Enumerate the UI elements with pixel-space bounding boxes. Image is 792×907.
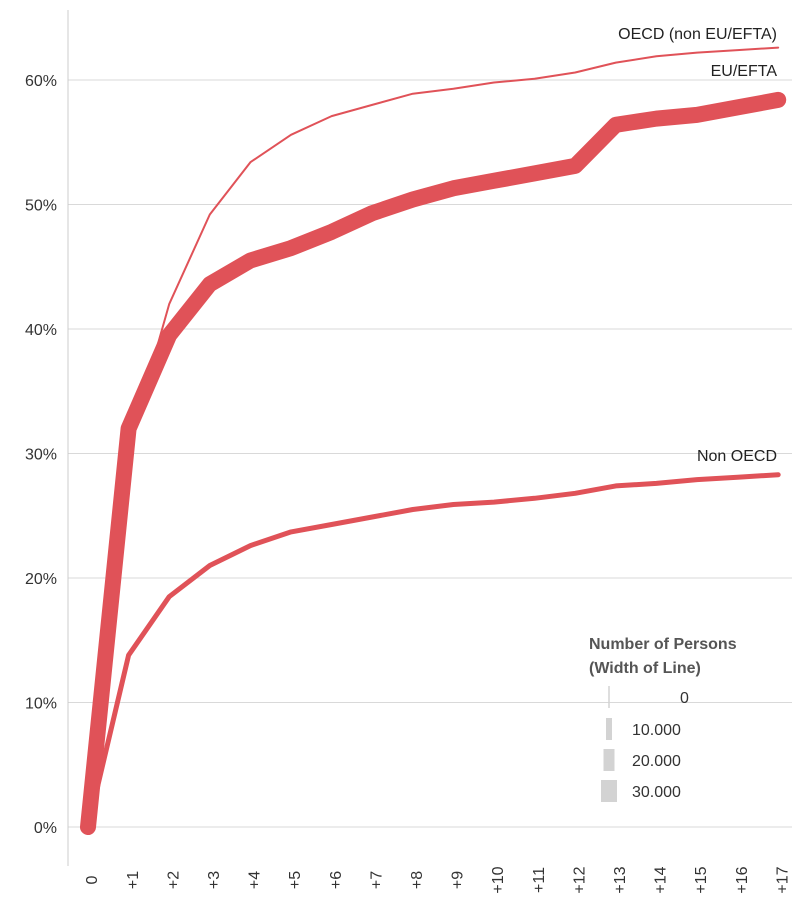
series-line-1	[80, 91, 787, 835]
legend-label: 0	[680, 690, 689, 707]
legend-label: 20.000	[632, 753, 681, 770]
data-point	[494, 502, 495, 503]
y-tick-label: 10%	[25, 696, 57, 713]
data-point	[534, 78, 535, 79]
y-tick-label: 0%	[34, 820, 57, 837]
data-point	[697, 52, 698, 53]
legend-swatch	[608, 686, 610, 708]
series-label-oecd: OECD (non EU/EFTA)	[618, 26, 777, 43]
data-point	[250, 545, 251, 546]
data-point	[615, 124, 616, 125]
data-point	[209, 565, 210, 566]
x-tick-label: +16	[734, 866, 751, 893]
y-tick-label: 50%	[25, 198, 57, 215]
data-point	[737, 477, 738, 478]
data-point	[372, 104, 373, 105]
data-point	[169, 596, 170, 597]
data-point	[453, 188, 454, 189]
gridlines	[68, 79, 792, 828]
x-tick-label: +10	[490, 866, 507, 893]
data-point	[169, 304, 170, 305]
data-point	[291, 134, 292, 135]
series-label-eu-efta: EU/EFTA	[711, 63, 778, 80]
data-point	[250, 162, 251, 163]
legend-swatch	[603, 749, 615, 771]
y-tick-label: 20%	[25, 571, 57, 588]
series-line-0	[87, 46, 780, 828]
x-tick-labels: 0 +1 +2 +3 +4 +5 +6 +7 +8 +9 +10 +11 +12 +13 +14 +15 +16…	[84, 866, 791, 893]
legend: Number of Persons (Width of Line) 0 10.00…	[589, 636, 737, 802]
x-tick-label: +8	[409, 871, 426, 889]
data-point	[534, 498, 535, 499]
data-point	[331, 116, 332, 117]
y-tick-label: 60%	[25, 73, 57, 90]
data-point	[250, 260, 251, 261]
series-lines	[80, 46, 787, 835]
series-line-2	[85, 472, 781, 830]
data-point	[575, 72, 576, 73]
x-tick-label: +4	[247, 871, 264, 889]
data-point	[656, 56, 657, 57]
data-point	[209, 284, 210, 285]
data-point	[88, 827, 89, 828]
legend-label: 30.000	[632, 784, 681, 801]
data-point	[169, 335, 170, 336]
data-point	[412, 199, 413, 200]
data-point	[778, 47, 779, 48]
data-point	[412, 509, 413, 510]
x-tick-label: +2	[165, 871, 182, 889]
series-labels: OECD (non EU/EFTA) EU/EFTA Non OECD	[618, 26, 777, 465]
data-point	[128, 655, 129, 656]
data-point	[778, 99, 779, 100]
x-tick-label: +9	[450, 871, 467, 889]
x-tick-label: +13	[612, 866, 629, 893]
x-tick-label: +3	[206, 871, 223, 889]
data-point	[656, 118, 657, 119]
y-tick-labels: 0% 10% 20% 30% 40% 50% 60%	[25, 73, 57, 837]
y-tick-label: 30%	[25, 447, 57, 464]
legend-label: 10.000	[632, 722, 681, 739]
data-point	[331, 524, 332, 525]
data-point	[575, 493, 576, 494]
data-point	[697, 114, 698, 115]
x-tick-label: +5	[287, 871, 304, 889]
x-tick-label: +15	[693, 866, 710, 893]
legend-title: Number of Persons	[589, 636, 737, 653]
data-point	[453, 88, 454, 89]
x-tick-label: +1	[125, 871, 142, 889]
data-point	[128, 428, 129, 429]
data-point	[291, 248, 292, 249]
x-tick-label: +14	[653, 866, 670, 893]
x-tick-label: +12	[571, 866, 588, 893]
x-tick-label: +11	[531, 867, 548, 893]
data-point	[656, 483, 657, 484]
data-point	[697, 479, 698, 480]
data-point	[494, 180, 495, 181]
legend-swatch	[606, 718, 612, 740]
data-point	[615, 62, 616, 63]
data-point	[412, 93, 413, 94]
series-label-non-oecd: Non OECD	[697, 448, 777, 465]
data-point	[737, 107, 738, 108]
data-point	[778, 474, 779, 475]
legend-swatch	[601, 780, 617, 802]
data-point	[331, 231, 332, 232]
data-point	[372, 213, 373, 214]
data-point	[534, 173, 535, 174]
legend-subtitle: (Width of Line)	[589, 660, 701, 677]
x-tick-label: 0	[84, 875, 101, 884]
data-point	[209, 214, 210, 215]
data-point	[737, 50, 738, 51]
y-tick-label: 40%	[25, 322, 57, 339]
data-point	[291, 531, 292, 532]
data-point	[453, 504, 454, 505]
x-tick-label: +7	[368, 871, 385, 889]
data-point	[494, 82, 495, 83]
x-tick-label: +6	[328, 871, 345, 889]
data-point	[372, 516, 373, 517]
data-point	[615, 485, 616, 486]
x-tick-label: +17	[774, 866, 791, 893]
data-point	[575, 165, 576, 166]
